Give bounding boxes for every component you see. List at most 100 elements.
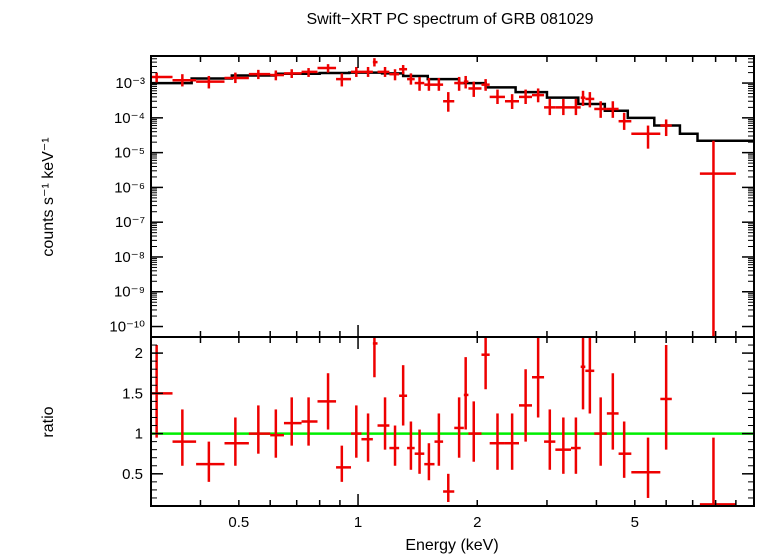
spectrum-point-27 [519,89,532,105]
spectrum-point-15 [399,65,408,75]
spectrum-point-8 [317,64,337,73]
model-step-path [151,71,754,142]
ratio-point-7 [301,397,318,446]
spectrum-point-29 [544,98,556,116]
spectrum-y-tick-label-4: 10⁻⁷ [115,214,145,231]
spectrum-point-2 [196,75,225,89]
ratio-frame [150,336,755,507]
spectrum-point-19 [434,77,444,91]
ratio-point-36 [618,421,632,478]
spectrum-point-34 [594,101,607,118]
spectrum-point-9 [336,73,352,87]
spectrum-point-3 [224,72,249,84]
ratio-point-14 [389,425,400,466]
ratio-point-23 [468,401,482,462]
spectrum-point-24 [481,79,490,91]
ratio-point-6 [283,397,302,446]
spectrum-point-38 [660,119,672,137]
ratio-point-33 [585,337,595,414]
ratio-x-tick-label-1: 1 [354,514,362,531]
ratio-point-38 [660,345,672,450]
model-step-line [151,71,754,142]
ratio-panel: 0.5 1 1.5 2 0.5 1 2 5 ratio Energy (keV) [40,336,755,554]
ratio-point-15 [399,365,408,426]
ratio-point-2 [196,441,225,482]
ratio-point-4 [248,405,271,454]
spectrum-point-28 [531,88,545,103]
spectrum-y-tick-label-5: 10⁻⁸ [114,249,145,266]
spectrum-y-tick-label-1: 10⁻⁴ [114,110,145,127]
spectrum-point-35 [606,101,619,118]
ratio-x-tick-labels: 0.5 1 2 5 [228,514,639,531]
ratio-point-11 [361,413,373,462]
ratio-point-24 [481,337,490,390]
ratio-point-5 [270,409,284,458]
spectrum-point-25 [489,89,505,105]
spectrum-y-tick-label-3: 10⁻⁶ [114,179,145,196]
ratio-point-32 [580,337,586,410]
spectrum-point-14 [389,69,400,81]
ratio-y-tick-label-1: 1 [135,426,143,443]
spectrum-point-20 [443,92,455,112]
spectrum-y-tick-labels: 10⁻³ 10⁻⁴ 10⁻⁵ 10⁻⁶ 10⁻⁷ 10⁻⁸ 10⁻⁹ 10⁻¹⁰ [109,75,145,335]
spectrum-point-22 [463,75,469,89]
spectrum-point-33 [585,92,595,108]
spectrum-point-36 [618,112,632,130]
spectrum-point-32 [580,90,586,106]
ratio-y-tick-label-2: 1.5 [122,385,143,402]
spectrum-ticks [150,55,755,337]
ratio-point-10 [351,405,362,458]
spectrum-point-26 [504,94,520,109]
ratio-point-29 [544,409,556,470]
ratio-point-21 [454,397,464,458]
chart-title: Swift−XRT PC spectrum of GRB 081029 [306,11,593,28]
spectrum-point-6 [283,69,302,78]
spectrum-point-39 [699,140,736,337]
ratio-point-8 [317,373,337,430]
ratio-x-tick-label-3: 5 [631,514,639,531]
spectrum-data-points [151,58,736,337]
ratio-point-19 [434,413,444,466]
spectrum-point-31 [570,98,581,116]
spectrum-point-37 [631,125,661,149]
ratio-point-28 [531,337,545,418]
ratio-y-tick-labels: 0.5 1 1.5 2 [122,345,143,483]
ratio-point-34 [594,397,607,466]
spectrum-frame [150,55,755,338]
spectrum-point-7 [301,68,318,77]
ratio-x-tick-label-0: 0.5 [228,514,249,531]
ratio-point-0 [151,345,173,438]
spectrum-point-30 [555,98,571,116]
spectrum-y-tick-label-0: 10⁻³ [115,75,145,92]
spectrum-point-17 [414,76,425,91]
ratio-point-26 [504,413,520,470]
ratio-point-16 [407,421,415,470]
ratio-ticks [150,337,755,506]
spectrum-point-11 [361,66,373,77]
spectrum-point-4 [248,69,271,80]
spectrum-point-21 [454,76,464,91]
ratio-point-13 [377,397,390,450]
ratio-point-31 [570,417,581,474]
spectrum-point-1 [172,74,197,87]
ratio-point-39 [699,437,736,506]
ratio-point-18 [424,443,435,481]
spectrum-y-tick-label-7: 10⁻¹⁰ [109,319,145,336]
ratio-y-tick-label-0: 0.5 [122,466,143,483]
ratio-point-3 [224,417,249,466]
spectrum-y-tick-label-2: 10⁻⁵ [114,145,145,162]
spectrum-point-0 [151,72,173,84]
ratio-point-9 [336,445,352,482]
ratio-point-1 [172,409,197,466]
ratio-y-tick-label-3: 2 [135,345,143,362]
ratio-point-20 [443,473,455,502]
spectrum-point-18 [424,77,435,91]
spectrum-y-tick-label-6: 10⁻⁹ [114,284,145,301]
ratio-point-22 [463,357,469,430]
spectrum-point-23 [468,81,482,97]
ratio-point-17 [414,429,425,474]
spectrum-point-5 [270,70,284,81]
spectrum-point-10 [351,66,362,77]
ratio-point-30 [555,417,571,474]
ratio-point-35 [606,373,619,450]
